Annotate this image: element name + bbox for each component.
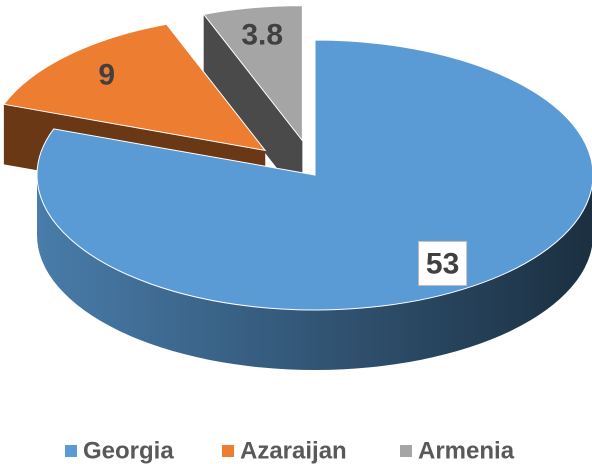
slice-top xyxy=(202,5,303,143)
legend-label: Georgia xyxy=(83,437,174,464)
legend-label: Armenia xyxy=(418,437,515,464)
data-label: 3.8 xyxy=(241,18,283,51)
label-box xyxy=(418,240,468,286)
legend-swatch xyxy=(400,445,412,457)
data-label: 53 xyxy=(426,247,459,280)
legend-swatch xyxy=(222,445,234,457)
slice-top xyxy=(2,23,267,152)
slice-wall xyxy=(37,175,592,370)
legend-label: Azaraijan xyxy=(240,437,347,464)
data-label: 9 xyxy=(98,59,115,92)
legend-swatch xyxy=(65,445,77,457)
slice xyxy=(202,5,303,201)
slice-face xyxy=(203,14,303,201)
